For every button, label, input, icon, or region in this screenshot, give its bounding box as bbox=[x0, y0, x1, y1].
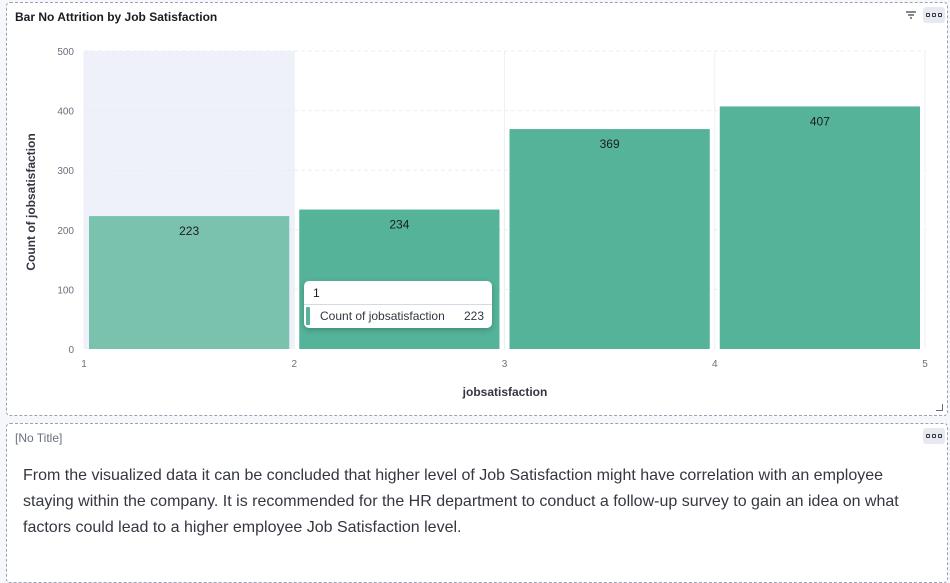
markdown-panel: [No Title] From the visualized data it c… bbox=[6, 423, 948, 583]
y-tick-label: 200 bbox=[57, 226, 74, 237]
panel-options-button[interactable] bbox=[923, 428, 945, 444]
bar[interactable] bbox=[719, 106, 920, 349]
y-tick-label: 100 bbox=[57, 285, 74, 296]
tooltip-swatch bbox=[306, 307, 310, 325]
panel-options-button[interactable] bbox=[923, 7, 945, 23]
y-tick-label: 300 bbox=[57, 166, 74, 177]
x-axis-title: jobsatisfaction bbox=[462, 385, 548, 399]
bar[interactable] bbox=[89, 216, 290, 349]
y-tick-label: 500 bbox=[57, 47, 74, 58]
x-tick-label: 4 bbox=[712, 359, 718, 370]
markdown-text: From the visualized data it can be concl… bbox=[23, 467, 899, 536]
resize-handle-icon[interactable] bbox=[936, 404, 943, 411]
options-dot-icon bbox=[932, 434, 936, 438]
panel-title: Bar No Attrition by Job Satisfaction bbox=[15, 10, 218, 24]
bar-value-label: 369 bbox=[600, 137, 620, 151]
y-tick-label: 0 bbox=[68, 345, 74, 356]
chart-panel: Bar No Attrition by Job Satisfaction 223… bbox=[6, 2, 948, 416]
panel-title: [No Title] bbox=[15, 431, 63, 445]
options-dot-icon bbox=[926, 13, 930, 17]
bar-value-label: 407 bbox=[810, 114, 830, 128]
y-axis-title: Count of jobsatisfaction bbox=[24, 133, 38, 270]
x-tick-label: 5 bbox=[922, 359, 928, 370]
options-dot-icon bbox=[938, 434, 942, 438]
tooltip-value: 223 bbox=[463, 309, 484, 323]
filter-icon[interactable] bbox=[905, 9, 917, 21]
tooltip-header: 1 bbox=[304, 281, 492, 305]
chart-tooltip: 1 Count of jobsatisfaction 223 bbox=[304, 281, 492, 328]
options-dot-icon bbox=[926, 434, 930, 438]
bar-value-label: 223 bbox=[179, 224, 199, 238]
x-tick-label: 3 bbox=[502, 359, 508, 370]
options-dot-icon bbox=[932, 13, 936, 17]
bar-value-label: 234 bbox=[389, 218, 409, 232]
x-tick-label: 2 bbox=[291, 359, 297, 370]
bar[interactable] bbox=[509, 129, 710, 349]
x-tick-label: 1 bbox=[81, 359, 87, 370]
options-dot-icon bbox=[938, 13, 942, 17]
tooltip-row: Count of jobsatisfaction 223 bbox=[304, 305, 492, 327]
y-tick-label: 400 bbox=[57, 107, 74, 118]
tooltip-series-label: Count of jobsatisfaction bbox=[320, 309, 445, 323]
